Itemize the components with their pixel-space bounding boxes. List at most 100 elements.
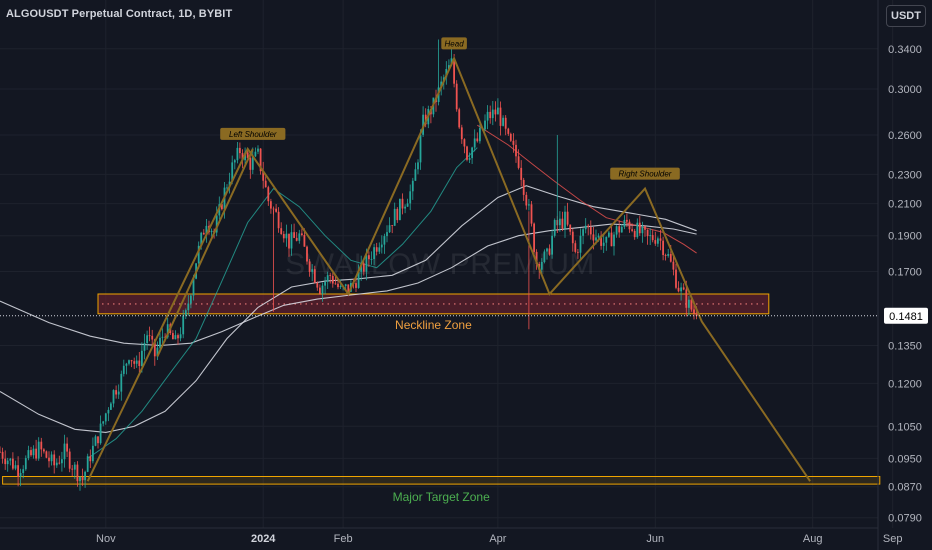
candle-body: [86, 456, 89, 472]
candle-body: [486, 111, 489, 121]
candle-body: [504, 117, 507, 129]
candle-body: [76, 464, 79, 482]
left-shoulder-label-bg: [220, 127, 286, 140]
candle-body: [262, 171, 265, 181]
candle-body: [40, 441, 43, 450]
candle-body: [455, 83, 458, 110]
candle-body: [626, 219, 628, 222]
candle-body: [489, 111, 492, 119]
head-label: Head: [445, 39, 465, 48]
left-shoulder-label: Left Shoulder: [229, 130, 277, 139]
candle-body: [517, 156, 520, 168]
candle-body: [81, 476, 84, 481]
y-tick-label: 0.2100: [888, 199, 922, 211]
y-tick-label: 0.3000: [888, 84, 922, 96]
currency-button[interactable]: USDT: [886, 5, 926, 27]
candle-body: [117, 391, 120, 395]
candle-body: [520, 167, 523, 180]
head-and-shoulders-pattern: [86, 55, 811, 482]
candle-body: [380, 244, 383, 248]
candle-body: [548, 248, 551, 255]
candle-body: [285, 233, 288, 239]
candle-body: [236, 147, 239, 161]
candle-body: [473, 138, 476, 148]
candle-body: [535, 251, 538, 264]
candle-body: [311, 269, 314, 272]
candle-body: [657, 238, 659, 244]
candle-body: [651, 235, 654, 241]
candle-body: [184, 310, 187, 316]
candle-body: [174, 335, 177, 340]
candle-body: [89, 456, 92, 462]
candle-body: [479, 128, 481, 142]
candle-body: [128, 360, 130, 364]
candle-body: [507, 128, 510, 134]
candle-body: [50, 454, 53, 462]
candle-body: [92, 445, 94, 462]
candle-body: [43, 449, 45, 452]
candle-body: [669, 254, 672, 262]
candle-body: [0, 451, 1, 453]
candle-body: [391, 225, 394, 226]
candle-body: [393, 208, 396, 226]
candle-body: [138, 360, 141, 366]
candle-body: [280, 228, 283, 234]
candle-body: [133, 361, 136, 364]
candle-body: [636, 222, 639, 238]
candle-body: [546, 248, 548, 252]
candle-body: [561, 218, 564, 229]
candle-body: [45, 451, 48, 458]
candle-body: [610, 232, 613, 247]
candle-body: [130, 360, 133, 362]
annotation-labels: Left Shoulder Head Right Shoulder Neckline …: [220, 37, 680, 504]
candle-body: [146, 335, 148, 343]
candle-body: [468, 158, 471, 160]
candle-body: [293, 232, 295, 238]
candle-body: [450, 58, 453, 66]
candle-body: [324, 281, 326, 286]
candle-body: [559, 218, 561, 226]
candle-body: [618, 226, 621, 233]
y-tick-label: 0.2300: [888, 169, 922, 181]
candle-body: [63, 443, 66, 460]
candle-body: [553, 220, 556, 236]
candle-body: [649, 235, 652, 237]
candle-body: [110, 403, 112, 410]
candle-body: [615, 226, 618, 235]
candle-body: [672, 261, 675, 270]
time-axis: Nov 2024 Feb Apr Jun Aug Sep: [0, 527, 903, 545]
candle-body: [187, 303, 190, 311]
candle-body: [27, 450, 30, 459]
candle-body: [543, 251, 546, 262]
candle-body: [200, 232, 203, 246]
x-tick-label: Sep: [883, 533, 903, 545]
candle-body: [192, 278, 195, 296]
candle-body: [319, 287, 321, 294]
candle-body: [148, 335, 151, 337]
candle-body: [71, 468, 74, 470]
candle-body: [202, 232, 205, 235]
candle-body: [401, 198, 404, 209]
candle-body: [241, 153, 244, 161]
candle-body: [522, 179, 525, 195]
candle-body: [682, 287, 685, 290]
candle-body: [48, 457, 50, 462]
candle-body: [551, 235, 553, 255]
candle-body: [638, 222, 641, 234]
candle-body: [515, 144, 517, 157]
candle-body: [512, 140, 515, 145]
candle-body: [115, 390, 117, 395]
candle-body: [308, 261, 311, 272]
last-price-tag: 0.1481: [884, 307, 928, 324]
target-zone: [2, 476, 881, 485]
candle-body: [313, 269, 316, 283]
candle-body: [104, 413, 107, 422]
candle-body: [365, 255, 368, 272]
candle-body: [161, 336, 164, 338]
candle-body: [595, 237, 597, 241]
candle-body: [4, 458, 7, 465]
candle-body: [357, 271, 360, 288]
candle-body: [540, 262, 543, 270]
